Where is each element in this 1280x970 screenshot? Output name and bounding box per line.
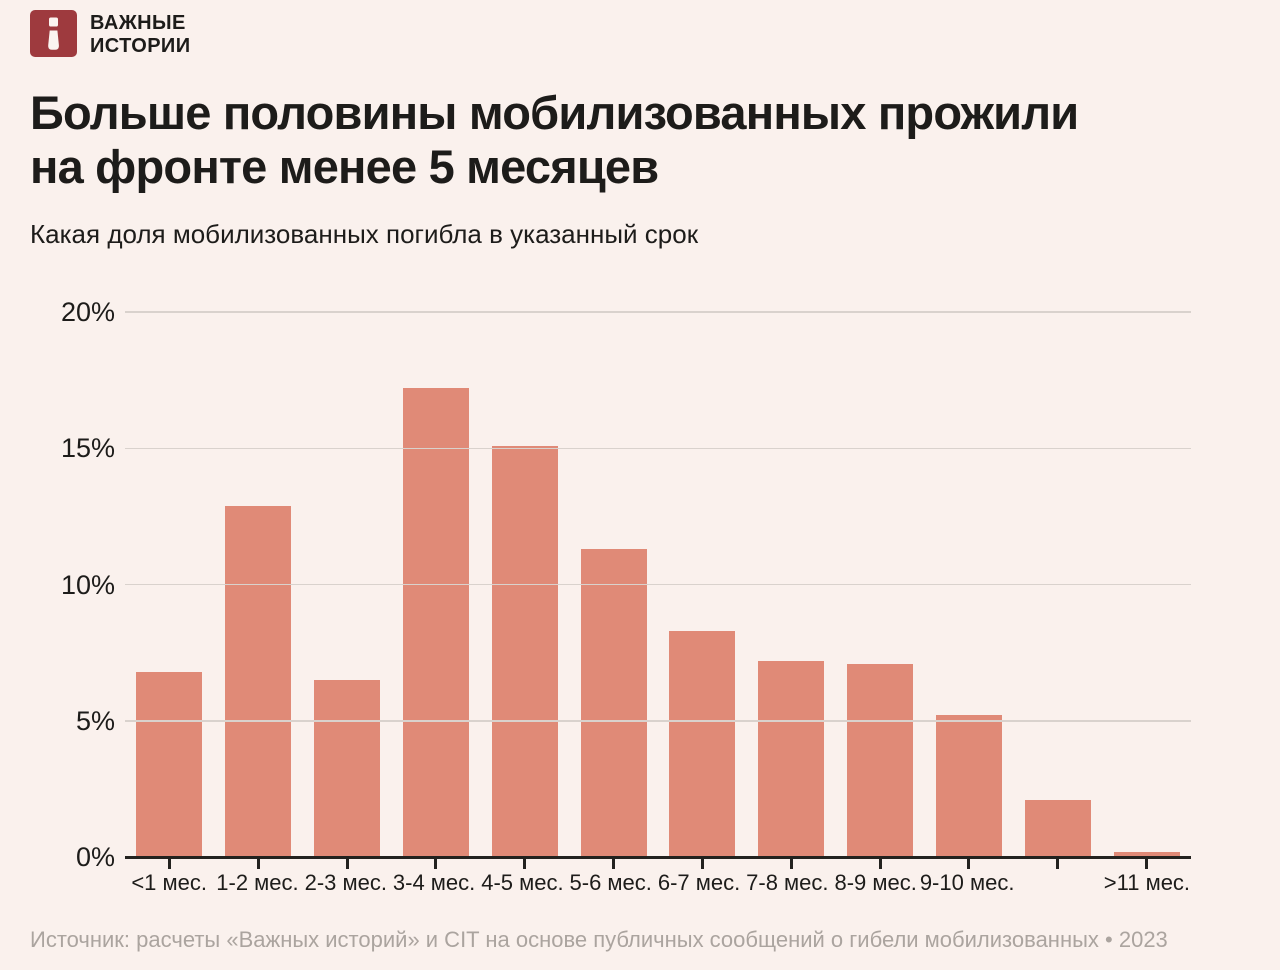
tick-slot — [1013, 859, 1102, 869]
tick-slot — [569, 859, 658, 869]
bar-slot — [1102, 851, 1191, 857]
x-axis-label: 2-3 мес. — [304, 870, 387, 895]
bar — [1113, 851, 1180, 857]
chart-title-line-1: Больше половины мобилизованных прожили — [30, 86, 1079, 139]
bar-slot — [303, 679, 392, 857]
x-axis-label: 1-2 мес. — [216, 870, 299, 895]
x-axis-tick — [612, 859, 616, 869]
gridline — [125, 311, 1191, 313]
brand-line-1: ВАЖНЫЕ — [90, 12, 186, 34]
bar — [758, 660, 825, 857]
bar — [669, 630, 736, 857]
bar-slot — [836, 663, 925, 857]
source-note: Источник: расчеты «Важных историй» и CIT… — [30, 927, 1168, 952]
x-axis-label: 5-6 мес. — [569, 870, 652, 895]
y-axis-tick-label: 20% — [60, 297, 115, 327]
x-axis-label: 3-4 мес. — [392, 870, 476, 895]
x-axis-label: 4-5 мес. — [481, 870, 564, 895]
istories-logo-icon — [30, 10, 77, 57]
brand-header: ВАЖНЫЕ ИСТОРИИ — [30, 10, 191, 58]
gridline — [125, 583, 1191, 586]
xlabels-row: <1 мес. 1-2 мес. 2-3 мес. 3-4 мес. 4-5 мес. 5… — [125, 870, 1191, 896]
brand-line-2: ИСТОРИИ — [90, 35, 191, 57]
tick-slot — [303, 859, 392, 869]
gridline — [125, 720, 1191, 722]
x-axis-label: 6-7 мес. — [657, 870, 741, 895]
x-axis-tick — [967, 859, 971, 869]
bar-slot — [480, 445, 569, 857]
tick-slot — [747, 859, 836, 869]
y-axis-tick-label: 10% — [60, 569, 115, 600]
x-axis-tick — [256, 859, 260, 869]
x-axis-line — [125, 856, 1191, 859]
bar-slot — [214, 505, 303, 857]
tick-slot — [1102, 859, 1191, 869]
x-axis-label: >11 мес. — [1103, 870, 1191, 895]
bar-slot — [747, 660, 836, 857]
y-axis-tick-label: 5% — [75, 705, 115, 736]
ticks-row — [125, 859, 1191, 869]
bar-slot — [569, 549, 658, 857]
tick-slot — [924, 859, 1013, 869]
y-axis-tick-label: 0% — [75, 842, 115, 872]
bar-slot — [1013, 799, 1102, 857]
x-axis-tick — [345, 859, 349, 869]
x-axis-label — [1014, 870, 1102, 896]
y-axis-tick-label: 15% — [60, 433, 115, 464]
tick-slot — [391, 859, 480, 869]
bar — [491, 445, 558, 857]
bar-slot — [924, 715, 1013, 857]
chart-subtitle: Какая доля мобилизованных погибла в указ… — [30, 219, 699, 249]
x-axis-label: <1 мес. — [131, 870, 207, 895]
bar-slot — [658, 630, 747, 857]
x-axis-tick — [700, 859, 704, 869]
bar — [225, 505, 292, 857]
tick-slot — [836, 859, 925, 869]
x-axis-tick — [434, 859, 438, 869]
chart-title-line-2: на фронте менее 5 месяцев — [30, 140, 659, 193]
x-axis-tick — [167, 859, 171, 869]
bar-chart: <1 мес. 1-2 мес. 2-3 мес. 3-4 мес. 4-5 мес. 5… — [30, 297, 1230, 918]
x-axis-tick — [1145, 859, 1149, 869]
x-axis-label: 7-8 мес. — [746, 870, 829, 895]
tick-slot — [480, 859, 569, 869]
x-axis-tick — [523, 859, 527, 869]
x-axis-tick — [878, 859, 882, 869]
bar — [314, 679, 381, 857]
brand-name: ВАЖНЫЕ ИСТОРИИ — [90, 12, 191, 58]
bar — [136, 671, 203, 857]
gridline — [125, 447, 1191, 449]
bar-slot — [391, 388, 480, 857]
x-axis-tick — [1056, 859, 1060, 869]
bar-slot — [125, 671, 214, 857]
tick-slot — [658, 859, 747, 869]
bar — [1024, 799, 1091, 857]
x-axis-label: 8-9 мес. — [834, 870, 917, 895]
tick-slot — [214, 859, 303, 869]
x-axis-label: 9-10 мес. — [919, 870, 1015, 895]
tick-slot — [125, 859, 214, 869]
x-axis-tick — [789, 859, 793, 869]
bar — [402, 388, 469, 857]
bar — [935, 715, 1002, 857]
bars-row — [125, 312, 1191, 857]
bar — [580, 549, 647, 857]
chart-title: Больше половины мобилизованных прожили н… — [30, 86, 1210, 194]
bar — [847, 663, 914, 857]
